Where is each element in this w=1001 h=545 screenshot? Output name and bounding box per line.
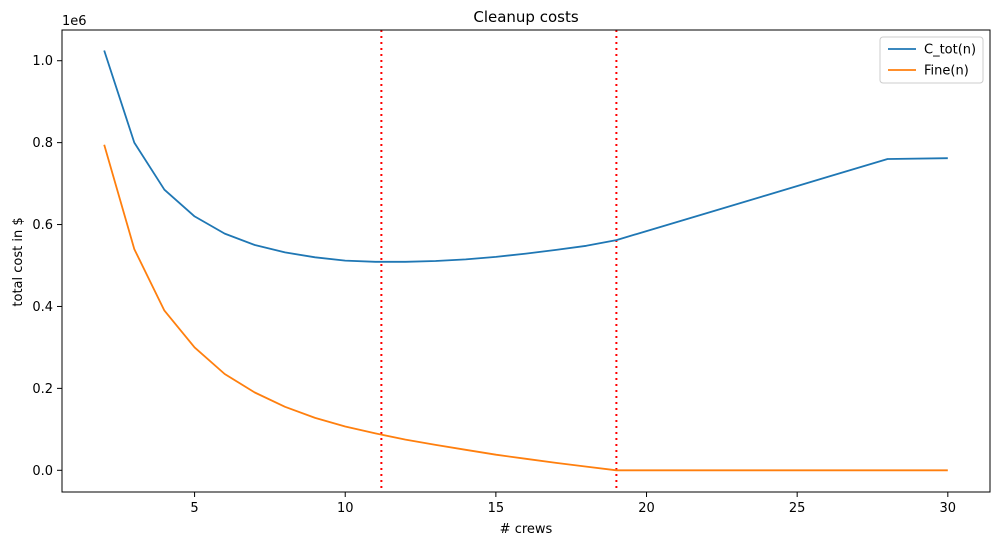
x-tick-label: 15 [488,501,505,516]
legend: C_tot(n) Fine(n) [879,36,984,84]
y-axis-offset-label: 1e6 [62,14,87,29]
y-axis-label: total cost in $ [11,217,26,306]
y-tick-label: 0.2 [32,382,53,397]
legend-label-1: C_tot(n) [924,43,976,58]
y-tick-label: 0.4 [32,300,53,315]
x-tick-label: 25 [789,501,806,516]
x-tick-label: 10 [337,501,354,516]
x-tick-label: 5 [190,501,198,516]
y-tick-label: 0.6 [32,218,53,233]
x-axis-label: # crews [500,522,553,537]
y-tick-label: 0.8 [32,136,53,151]
plot-content [103,30,948,492]
y-tick-label: 1.0 [32,54,53,69]
y-tick-label: 0.0 [32,464,53,479]
chart-title: Cleanup costs [473,8,578,26]
series-line-2 [103,144,948,472]
plot-frame [61,29,991,493]
legend-label-2: Fine(n) [924,64,969,79]
y-axis: 0.0 0.2 0.4 0.6 0.8 1.0 [32,54,62,479]
series-line-1 [103,50,948,263]
x-axis: 5 10 15 20 25 30 [190,492,956,516]
x-tick-label: 30 [940,501,957,516]
x-tick-label: 20 [638,501,655,516]
